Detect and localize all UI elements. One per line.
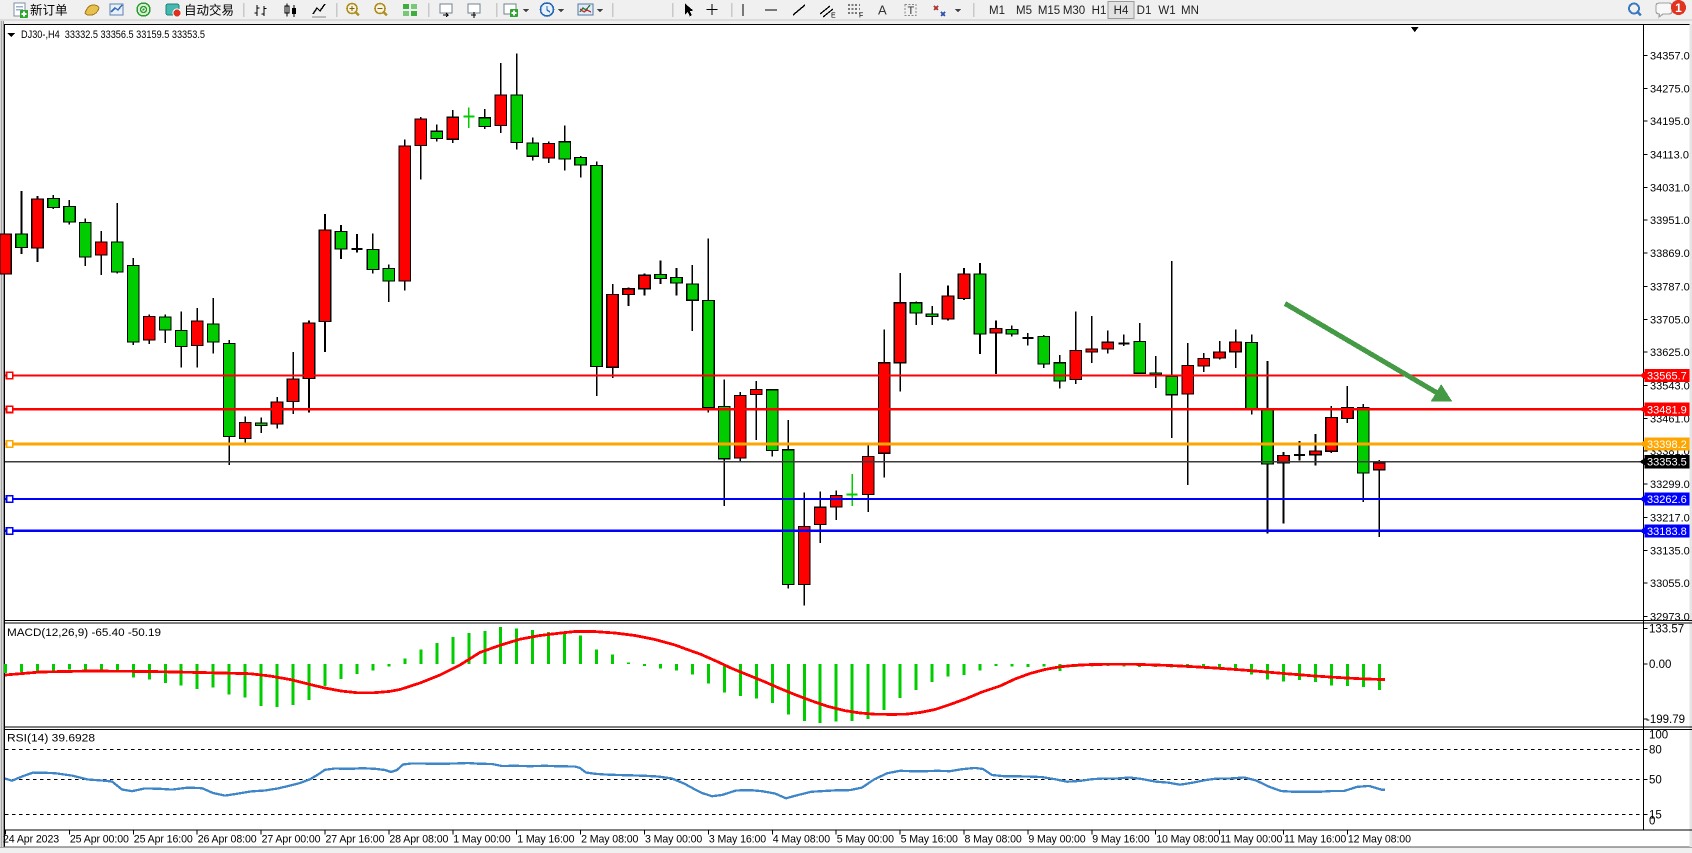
- svg-text:E: E: [831, 13, 836, 20]
- svg-text:33565.7: 33565.7: [1647, 371, 1687, 383]
- svg-text:9 May 16:00: 9 May 16:00: [1092, 834, 1149, 846]
- svg-text:50: 50: [1649, 774, 1662, 786]
- svg-text:11 May 16:00: 11 May 16:00: [1284, 834, 1346, 846]
- svg-text:11 May 00:00: 11 May 00:00: [1220, 834, 1282, 846]
- svg-text:24 Apr 2023: 24 Apr 2023: [3, 834, 59, 846]
- svg-text:0: 0: [1649, 815, 1655, 827]
- svg-text:33183.8: 33183.8: [1647, 526, 1687, 538]
- svg-text:33217.0: 33217.0: [1650, 512, 1690, 524]
- svg-text:27 Apr 16:00: 27 Apr 16:00: [326, 834, 385, 846]
- svg-text:33398.2: 33398.2: [1647, 439, 1687, 451]
- svg-text:9 May 00:00: 9 May 00:00: [1028, 834, 1085, 846]
- svg-text:12 May 08:00: 12 May 08:00: [1348, 834, 1411, 846]
- svg-text:RSI(14) 39.6928: RSI(14) 39.6928: [7, 733, 95, 745]
- svg-text:M15: M15: [1038, 5, 1060, 17]
- svg-text:34195.0: 34195.0: [1650, 116, 1690, 128]
- svg-text:15: 15: [1649, 809, 1662, 821]
- svg-text:MACD(12,26,9) -65.40 -50.19: MACD(12,26,9) -65.40 -50.19: [7, 627, 161, 639]
- svg-text:33135.0: 33135.0: [1650, 546, 1690, 558]
- svg-text:33951.0: 33951.0: [1650, 215, 1690, 227]
- svg-text:F: F: [859, 13, 863, 20]
- svg-text:33787.0: 33787.0: [1650, 281, 1690, 293]
- svg-text:5 May 16:00: 5 May 16:00: [901, 834, 958, 846]
- svg-text:4 May 08:00: 4 May 08:00: [773, 834, 830, 846]
- svg-text:26 Apr 08:00: 26 Apr 08:00: [198, 834, 257, 846]
- svg-text:33262.6: 33262.6: [1647, 494, 1687, 506]
- svg-text:33625.0: 33625.0: [1650, 347, 1690, 359]
- svg-text:M30: M30: [1063, 5, 1085, 17]
- svg-text:10 May 08:00: 10 May 08:00: [1156, 834, 1219, 846]
- svg-text:34275.0: 34275.0: [1650, 84, 1690, 96]
- svg-text:3 May 16:00: 3 May 16:00: [709, 834, 766, 846]
- svg-text:1: 1: [1675, 1, 1682, 15]
- svg-text:34031.0: 34031.0: [1650, 183, 1690, 195]
- svg-text:H4: H4: [1114, 5, 1129, 17]
- svg-text:0.00: 0.00: [1649, 659, 1671, 671]
- svg-text:34113.0: 34113.0: [1650, 149, 1689, 161]
- svg-text:1 May 00:00: 1 May 00:00: [453, 834, 510, 846]
- svg-text:133.57: 133.57: [1649, 624, 1684, 636]
- svg-text:MN: MN: [1181, 5, 1199, 17]
- svg-text:T: T: [908, 5, 915, 17]
- svg-text:28 Apr 08:00: 28 Apr 08:00: [389, 834, 448, 846]
- svg-text:33705.0: 33705.0: [1650, 315, 1690, 327]
- svg-text:25 Apr 00:00: 25 Apr 00:00: [70, 834, 129, 846]
- svg-text:M5: M5: [1016, 5, 1032, 17]
- svg-text:2 May 08:00: 2 May 08:00: [581, 834, 638, 846]
- svg-text:33353.5: 33353.5: [1647, 457, 1687, 469]
- svg-text:100: 100: [1649, 729, 1668, 741]
- svg-text:1 May 16:00: 1 May 16:00: [517, 834, 574, 846]
- svg-text:DJ30-,H4 33332.5 33356.5 3315: DJ30-,H4 33332.5 33356.5 33159.5 33353.5: [21, 29, 205, 41]
- svg-text:33299.0: 33299.0: [1650, 479, 1690, 491]
- svg-text:27 Apr 00:00: 27 Apr 00:00: [262, 834, 321, 846]
- svg-text:3 May 00:00: 3 May 00:00: [645, 834, 702, 846]
- svg-text:M1: M1: [989, 5, 1005, 17]
- svg-text:33543.0: 33543.0: [1650, 380, 1690, 392]
- svg-text:34357.0: 34357.0: [1650, 50, 1690, 62]
- svg-text:33869.0: 33869.0: [1650, 248, 1690, 260]
- svg-text:-199.79: -199.79: [1646, 714, 1685, 726]
- svg-text:25 Apr 16:00: 25 Apr 16:00: [134, 834, 193, 846]
- svg-text:新订单: 新订单: [30, 3, 68, 18]
- svg-text:33481.9: 33481.9: [1647, 404, 1687, 416]
- svg-text:32973.0: 32973.0: [1650, 611, 1690, 623]
- svg-text:自动交易: 自动交易: [184, 3, 234, 18]
- svg-text:W1: W1: [1158, 5, 1175, 17]
- svg-text:H1: H1: [1092, 5, 1107, 17]
- svg-text:A: A: [878, 3, 887, 18]
- svg-text:33461.0: 33461.0: [1650, 414, 1690, 426]
- svg-text:D1: D1: [1137, 5, 1152, 17]
- svg-text:33055.0: 33055.0: [1650, 578, 1690, 590]
- svg-text:5 May 00:00: 5 May 00:00: [837, 834, 894, 846]
- svg-text:8 May 08:00: 8 May 08:00: [965, 834, 1022, 846]
- svg-text:80: 80: [1649, 744, 1662, 756]
